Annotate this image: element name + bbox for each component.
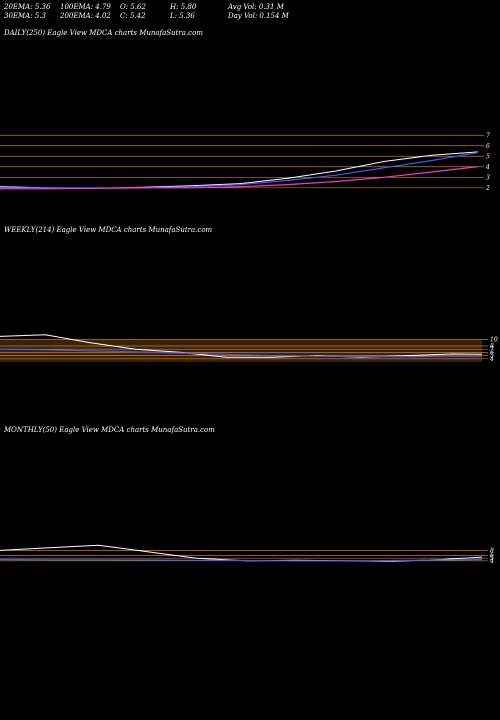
weekly-ytick-label: 4	[489, 356, 494, 363]
monthly-ytick-label: 4	[489, 558, 494, 565]
weekly-ytick-label: 10	[490, 337, 498, 344]
ema100-stat: 100EMA: 4.79	[60, 3, 111, 11]
daily-ytick-label: 2	[485, 185, 490, 192]
daily-panel-title: DAILY(250) Eagle View MDCA charts Munafa…	[4, 29, 203, 37]
weekly-ytick-label: 7	[490, 346, 494, 353]
high-stat: H: 5.80	[170, 3, 197, 11]
ema200-stat: 200EMA: 4.02	[60, 12, 111, 20]
daily-ytick-label: 4	[485, 164, 490, 171]
ema20-stat: 20EMA: 5.36	[4, 3, 51, 11]
daily-series-line-0	[0, 151, 479, 189]
weekly-ytick-label: 8	[490, 343, 494, 350]
daily-series-line-1	[0, 151, 479, 189]
day-vol-stat: Day Vol: 0.154 M	[228, 12, 289, 20]
daily-ytick-label: 6	[486, 143, 490, 150]
monthly-ytick-label: 5	[490, 555, 494, 562]
close-stat: C: 5.42	[120, 12, 146, 20]
daily-ytick-label: 3	[486, 174, 490, 181]
monthly-series-line-1	[0, 558, 483, 562]
weekly-ytick-label: 5	[490, 353, 494, 360]
low-stat: L: 5.36	[170, 12, 195, 20]
daily-ytick-label: 7	[486, 132, 490, 139]
ema30-stat: 30EMA: 5.3	[4, 12, 46, 20]
open-stat: O: 5.62	[120, 3, 146, 11]
monthly-panel-title: MONTHLY(50) Eagle View MDCA charts Munaf…	[4, 426, 215, 434]
monthly-series-line-0	[0, 544, 483, 562]
daily-series-line-2	[0, 166, 479, 190]
weekly-ytick-label: 6	[490, 349, 494, 356]
weekly-series-line-0	[0, 334, 483, 358]
weekly-panel-title: WEEKLY(214) Eagle View MDCA charts Munaf…	[4, 226, 213, 234]
monthly-ytick-label: 6	[490, 553, 494, 560]
weekly-series-line-1	[0, 348, 483, 358]
monthly-ytick-label: 8	[490, 547, 494, 554]
daily-ytick-label: 5	[486, 153, 490, 160]
avg-vol-stat: Avg Vol: 0.31 M	[228, 3, 284, 11]
